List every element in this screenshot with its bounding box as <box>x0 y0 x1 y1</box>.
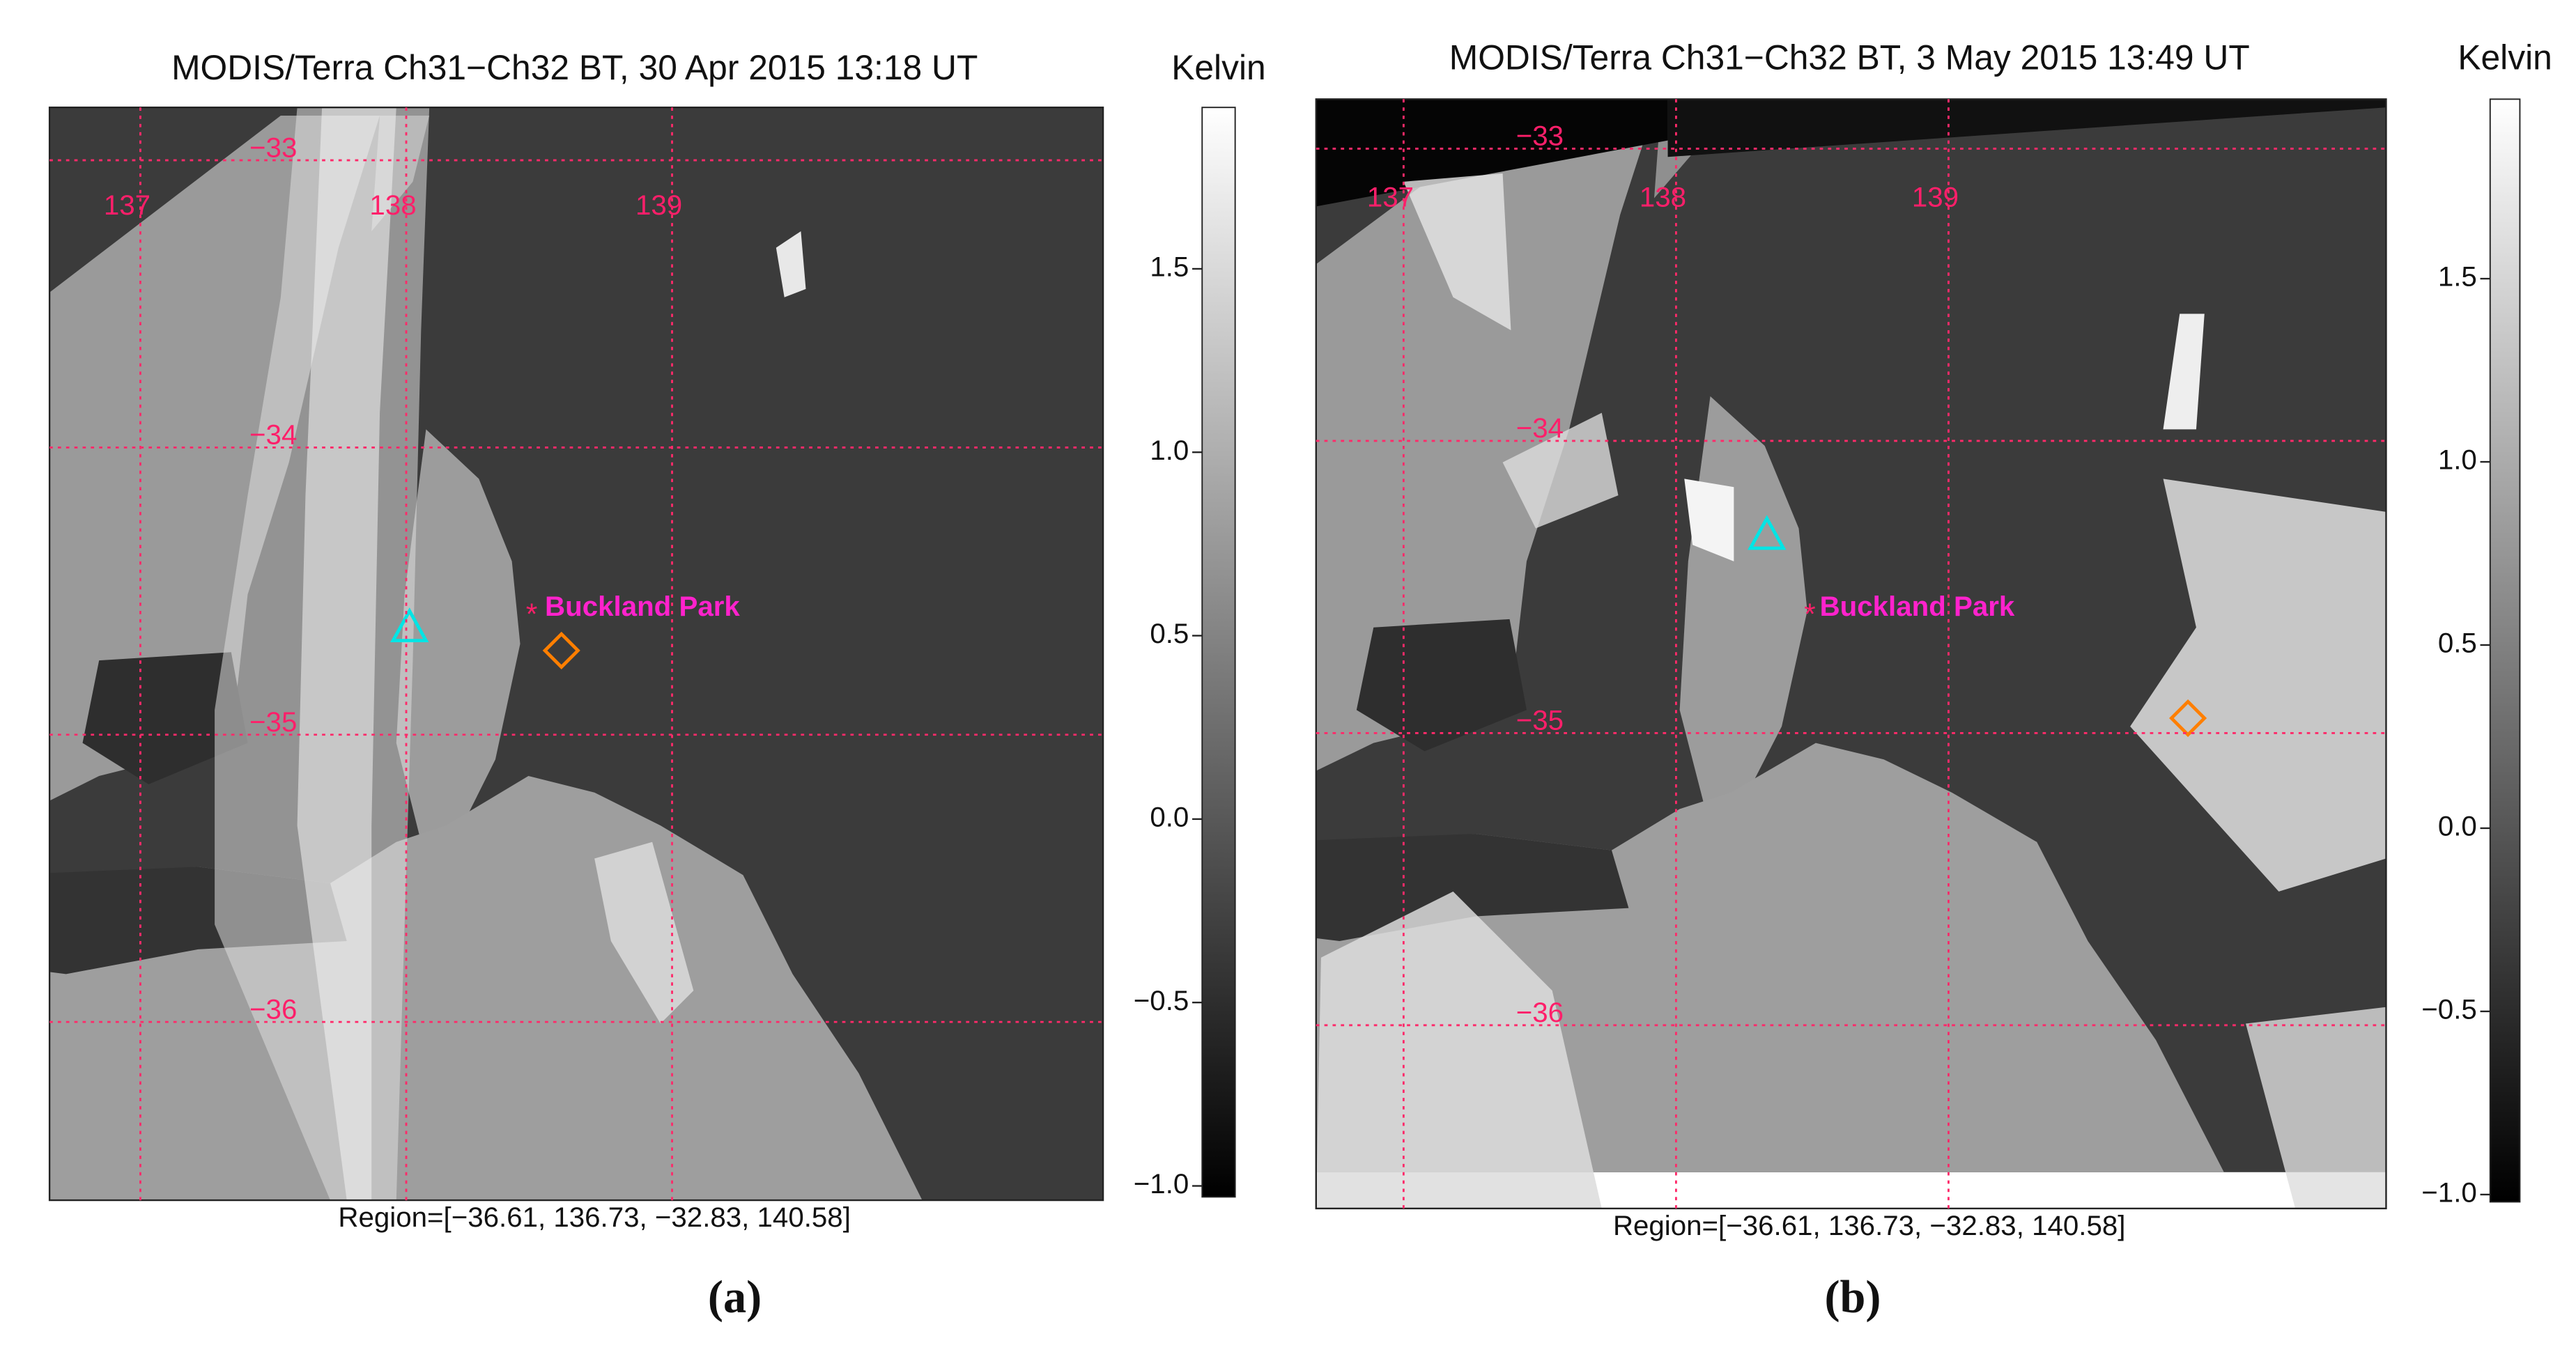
colorbar-tick-label: 0.5 <box>1150 618 1189 649</box>
lon-label: 139 <box>1912 181 1959 212</box>
satellite-image-a <box>49 107 1104 1201</box>
colorbar <box>2489 98 2521 1203</box>
panel-label: (a) <box>708 1272 762 1323</box>
colorbar-tick-label: −0.5 <box>2421 994 2477 1025</box>
diamond-marker <box>2169 699 2207 738</box>
colorbar-label: Kelvin <box>2458 38 2552 77</box>
colorbar-tick-label: 1.0 <box>2438 444 2477 476</box>
lon-label: 137 <box>1367 181 1414 212</box>
colorbar <box>1201 107 1236 1198</box>
lon-label: 139 <box>635 189 682 221</box>
triangle-marker <box>390 607 429 643</box>
colorbar-tick-label: −1.0 <box>1134 1168 1189 1199</box>
lat-label: −33 <box>249 132 297 163</box>
colorbar-tick-label: 1.5 <box>2438 261 2477 293</box>
region-text: Region=[−36.61, 136.73, −32.83, 140.58] <box>1613 1210 2125 1241</box>
site-label: Buckland Park <box>1820 591 2015 622</box>
lat-label: −36 <box>249 993 297 1025</box>
lat-label: −35 <box>249 706 297 738</box>
lon-label: 138 <box>369 189 416 221</box>
colorbar-tick-label: 1.5 <box>1150 251 1189 283</box>
lat-label: −34 <box>249 419 297 451</box>
colorbar-tick-label: 0.5 <box>2438 628 2477 659</box>
colorbar-tick-label: 1.0 <box>1150 435 1189 466</box>
panel-title: MODIS/Terra Ch31−Ch32 BT, 30 Apr 2015 13… <box>171 48 978 87</box>
colorbar-label: Kelvin <box>1171 48 1266 87</box>
lon-label: 138 <box>1640 181 1686 212</box>
panel-title: MODIS/Terra Ch31−Ch32 BT, 3 May 2015 13:… <box>1449 38 2250 77</box>
panel-label: (b) <box>1824 1272 1881 1323</box>
colorbar-tick-label: 0.0 <box>1150 802 1189 833</box>
lat-label: −35 <box>1516 705 1564 736</box>
colorbar-tick-label: −1.0 <box>2421 1177 2477 1209</box>
lat-label: −36 <box>1516 997 1564 1028</box>
site-asterisk: * <box>526 598 538 631</box>
site-label: Buckland Park <box>545 591 740 622</box>
lon-label: 137 <box>104 189 151 221</box>
lat-label: −34 <box>1516 412 1564 444</box>
triangle-marker <box>1748 515 1787 550</box>
image-frame <box>1315 98 2387 1210</box>
colorbar-tick-label: 0.0 <box>2438 811 2477 842</box>
image-frame <box>48 107 1104 1202</box>
region-text: Region=[−36.61, 136.73, −32.83, 140.58] <box>338 1202 850 1233</box>
lat-label: −33 <box>1516 121 1564 152</box>
colorbar-tick-label: −0.5 <box>1134 985 1189 1016</box>
diamond-marker <box>542 631 580 669</box>
site-asterisk: * <box>1804 598 1816 631</box>
